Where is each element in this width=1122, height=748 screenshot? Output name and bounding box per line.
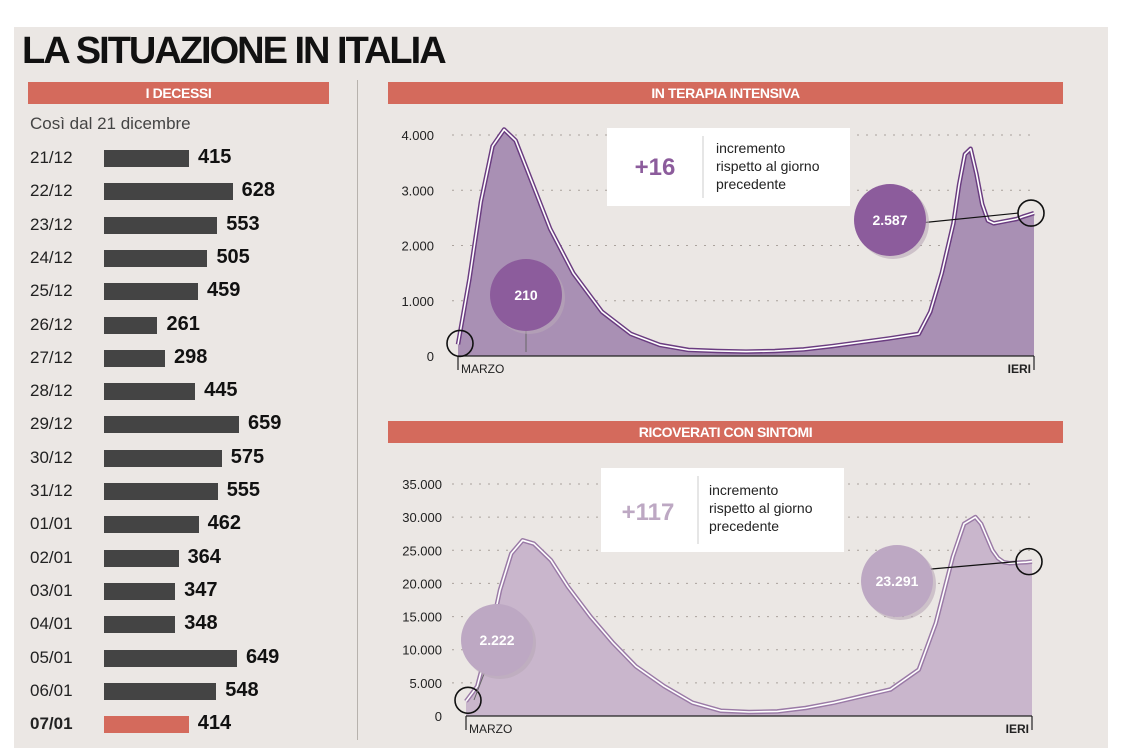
deaths-bar bbox=[104, 383, 196, 401]
deaths-bar bbox=[104, 616, 176, 634]
deaths-bar bbox=[104, 516, 199, 534]
deaths-bar bbox=[104, 216, 218, 234]
deaths-date-label: 29/12 bbox=[30, 414, 73, 434]
deaths-date-label: 22/12 bbox=[30, 181, 73, 201]
deaths-date-label: 25/12 bbox=[30, 281, 73, 301]
deaths-bar bbox=[104, 549, 179, 567]
deaths-bar bbox=[104, 249, 208, 267]
deaths-value-label: 659 bbox=[248, 412, 282, 435]
deaths-date-label: 31/12 bbox=[30, 481, 73, 500]
deaths-value-label: 555 bbox=[226, 479, 261, 501]
icu-header: IN TERAPIA INTENSIVA bbox=[388, 82, 1063, 104]
deaths-date-label: 26/12 bbox=[30, 314, 73, 334]
deaths-value-label: 298 bbox=[174, 345, 208, 368]
deaths-bar bbox=[104, 183, 233, 201]
deaths-date-label: 28/12 bbox=[30, 381, 73, 401]
deaths-date-label: 04/01 bbox=[30, 614, 73, 634]
deaths-value-label: 414 bbox=[197, 712, 232, 735]
page-title: LA SITUAZIONE IN ITALIA bbox=[22, 30, 447, 72]
deaths-value-label: 445 bbox=[204, 379, 238, 402]
deaths-value-label: 459 bbox=[207, 279, 241, 302]
section-divider bbox=[357, 80, 358, 740]
deaths-subtitle: Così dal 21 dicembre bbox=[30, 114, 191, 133]
deaths-bar bbox=[104, 682, 217, 700]
deaths-bar bbox=[104, 449, 222, 467]
deaths-value-label: 505 bbox=[216, 245, 250, 268]
deaths-date-label: 07/01 bbox=[30, 714, 73, 734]
deaths-value-label: 628 bbox=[241, 179, 276, 202]
deaths-bar bbox=[104, 349, 166, 367]
deaths-bar bbox=[104, 649, 237, 667]
deaths-value-label: 575 bbox=[230, 445, 265, 468]
deaths-date-label: 30/12 bbox=[30, 447, 73, 467]
deaths-date-label: 01/01 bbox=[30, 514, 73, 534]
deaths-bar bbox=[104, 582, 176, 600]
deaths-date-label: 03/01 bbox=[30, 580, 73, 600]
deaths-bar bbox=[104, 283, 199, 301]
deaths-date-label: 23/12 bbox=[30, 214, 73, 234]
deaths-value-label: 553 bbox=[226, 212, 260, 235]
hosp-header: RICOVERATI CON SINTOMI bbox=[388, 421, 1063, 443]
deaths-date-label: 02/01 bbox=[30, 547, 73, 567]
deaths-value-label: 364 bbox=[187, 545, 221, 568]
deaths-value-label: 348 bbox=[184, 612, 218, 635]
deaths-value-label: 347 bbox=[184, 578, 218, 601]
deaths-bar bbox=[104, 150, 189, 167]
deaths-date-label: 06/01 bbox=[30, 680, 73, 700]
deaths-value-label: 415 bbox=[198, 146, 232, 168]
deaths-bar bbox=[104, 316, 158, 334]
deaths-date-label: 27/12 bbox=[30, 347, 73, 367]
deaths-value-label: 649 bbox=[245, 645, 280, 668]
deaths-value-label: 548 bbox=[225, 678, 259, 701]
deaths-date-label: 24/12 bbox=[30, 247, 73, 267]
deaths-date-label: 05/01 bbox=[30, 647, 73, 667]
deaths-header: I DECESSI bbox=[28, 82, 329, 104]
deaths-bar bbox=[104, 416, 239, 434]
deaths-date-label: 21/12 bbox=[30, 148, 73, 167]
deaths-bar bbox=[104, 716, 189, 734]
deaths-value-label: 261 bbox=[166, 312, 200, 335]
deaths-bar bbox=[104, 483, 218, 500]
deaths-value-label: 462 bbox=[207, 512, 242, 535]
